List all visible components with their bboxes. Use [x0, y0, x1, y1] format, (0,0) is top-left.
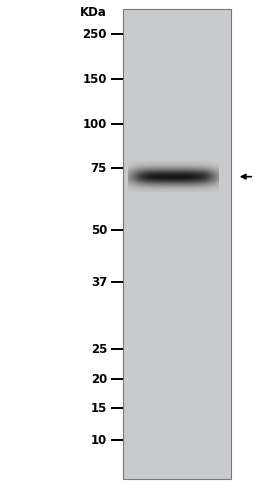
Text: 10: 10	[91, 434, 107, 447]
Bar	[123, 9, 231, 479]
Text: 75: 75	[91, 162, 107, 175]
Text: 15: 15	[91, 402, 107, 415]
Text: KDa: KDa	[80, 6, 107, 19]
Text: 50: 50	[91, 224, 107, 237]
Text: 37: 37	[91, 276, 107, 288]
Text: 150: 150	[83, 73, 107, 85]
Text: 20: 20	[91, 373, 107, 386]
Text: 100: 100	[83, 118, 107, 131]
Text: 25: 25	[91, 343, 107, 356]
Text: 250: 250	[83, 28, 107, 41]
